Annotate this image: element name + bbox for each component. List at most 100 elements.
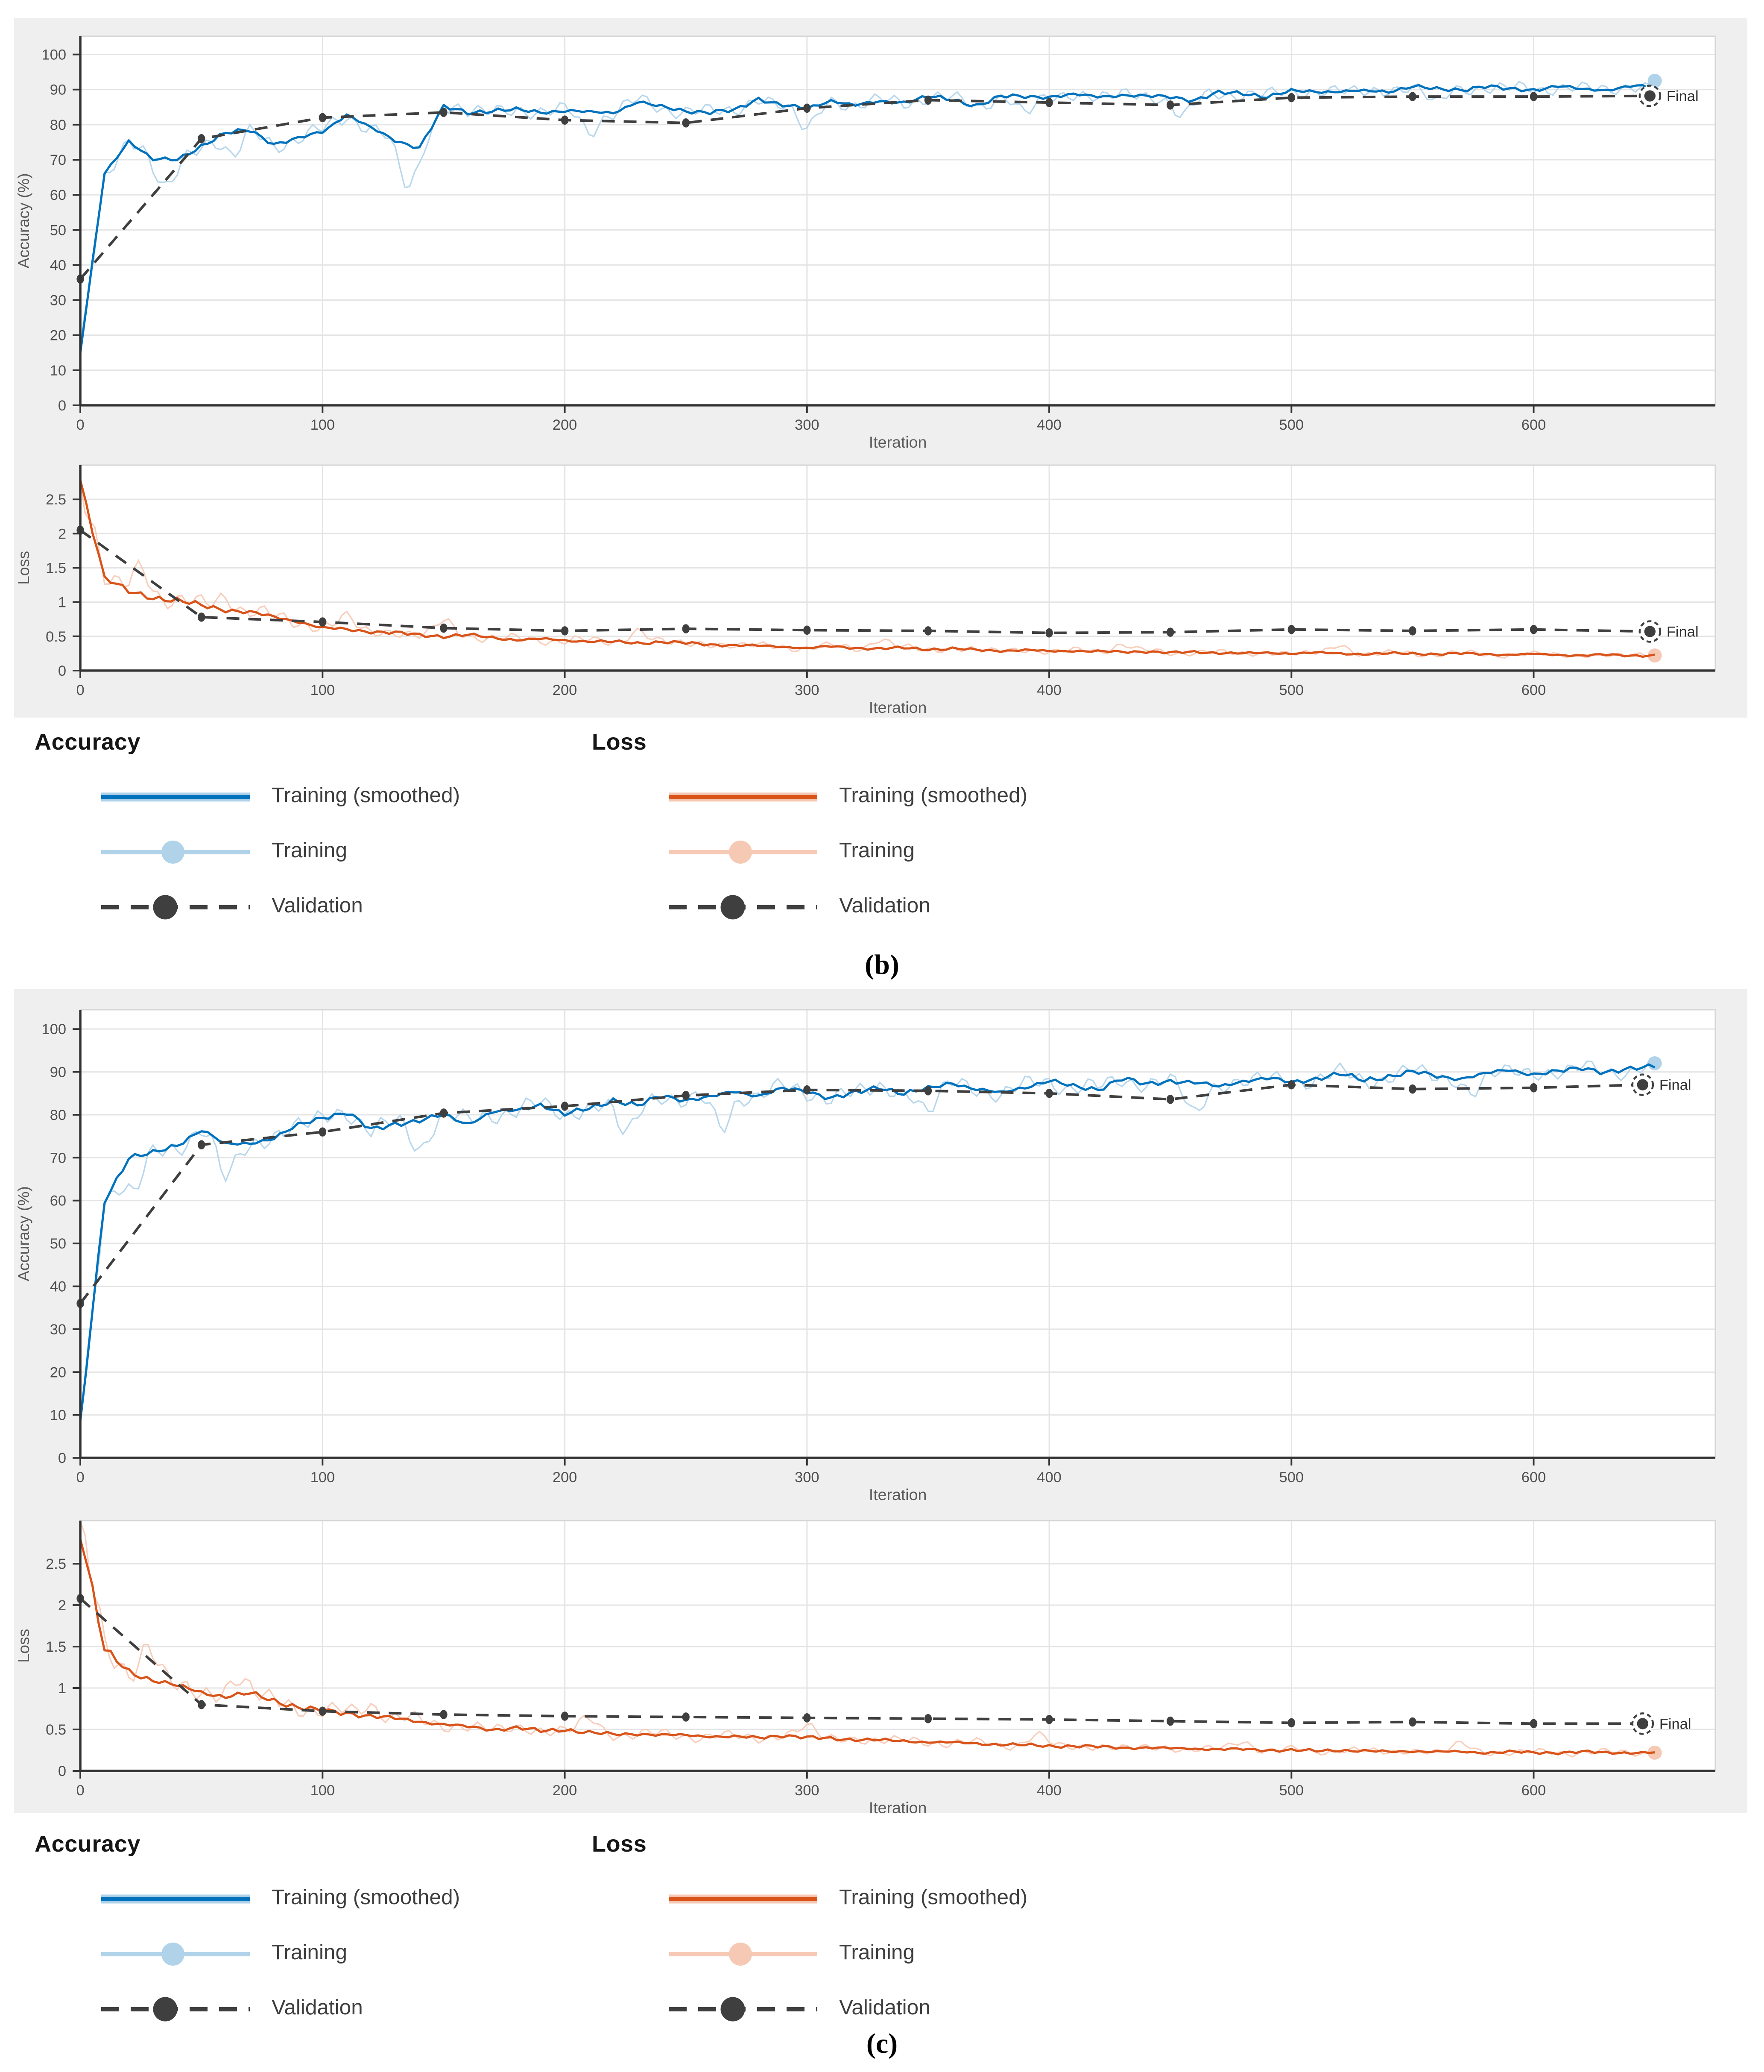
svg-text:1.5: 1.5 — [46, 1639, 66, 1655]
accuracy-plot-b: Final 0 100 200 300 400 500 600 0 10 20 30 40 50 60 70 8… — [15, 35, 1716, 451]
svg-text:300: 300 — [795, 1782, 819, 1799]
svg-text:20: 20 — [50, 328, 66, 344]
svg-text:300: 300 — [795, 417, 819, 433]
validation-line-icon — [669, 1996, 817, 2021]
svg-text:0.5: 0.5 — [46, 629, 66, 645]
legend-item-training-smoothed: Training (smoothed) — [35, 769, 460, 824]
svg-text:600: 600 — [1521, 417, 1546, 433]
svg-text:Accuracy (%): Accuracy (%) — [15, 1186, 32, 1281]
validation-line-icon — [101, 894, 250, 919]
svg-text:80: 80 — [50, 1107, 66, 1123]
svg-text:1.5: 1.5 — [46, 560, 66, 576]
legend-item-label: Training — [839, 1941, 915, 1964]
svg-text:100: 100 — [310, 417, 335, 433]
legend-item-training: Training — [592, 1926, 1027, 1981]
legend-item-validation: Validation — [592, 879, 1027, 934]
legend-accuracy-column: Accuracy Training (smoothed) Training Va… — [35, 729, 460, 934]
legend-item-label: Training (smoothed) — [272, 784, 460, 807]
legend-loss-column: Loss Training (smoothed) Training Valida… — [592, 729, 1027, 934]
svg-text:1: 1 — [58, 1680, 66, 1697]
svg-text:10: 10 — [50, 1407, 66, 1424]
legend-item-label: Training (smoothed) — [839, 784, 1028, 807]
svg-text:50: 50 — [50, 222, 66, 238]
legend-panel-b: Accuracy Training (smoothed) Training Va… — [0, 729, 1764, 934]
svg-text:0: 0 — [58, 1450, 66, 1466]
svg-text:500: 500 — [1279, 417, 1304, 433]
loss-plot-c: Final 0 100 200 300 400 500 600 0 0.5 1 1.5 2 2.5 Iter… — [15, 1520, 1716, 1817]
training-smoothed-line-icon — [101, 1894, 250, 1903]
svg-text:100: 100 — [310, 682, 335, 698]
svg-text:Iteration: Iteration — [869, 1486, 927, 1503]
svg-text:500: 500 — [1279, 1469, 1304, 1486]
svg-text:400: 400 — [1037, 1469, 1062, 1486]
svg-text:0: 0 — [58, 663, 66, 679]
legend-item-validation: Validation — [35, 879, 460, 934]
accuracy-plot-c: Final 0 100 200 300 400 500 600 0 10 20 30 40 50 60 70 8… — [15, 1009, 1716, 1503]
svg-text:80: 80 — [50, 117, 66, 133]
svg-text:Iteration: Iteration — [869, 433, 927, 451]
svg-text:Loss: Loss — [15, 1629, 32, 1662]
svg-text:0: 0 — [58, 398, 66, 414]
svg-text:Final: Final — [1659, 1077, 1691, 1093]
svg-text:200: 200 — [553, 682, 577, 698]
training-line-icon — [669, 1942, 817, 1965]
svg-text:200: 200 — [553, 1469, 577, 1486]
svg-text:Iteration: Iteration — [869, 1799, 927, 1817]
svg-text:600: 600 — [1521, 682, 1546, 698]
legend-panel-c: Accuracy Training (smoothed) Training Va… — [0, 1831, 1764, 2036]
training-line-icon — [101, 840, 250, 863]
svg-text:2.5: 2.5 — [46, 1556, 66, 1572]
legend-loss-title: Loss — [592, 1831, 647, 1857]
legend-item-training-smoothed: Training (smoothed) — [592, 1871, 1027, 1926]
svg-text:100: 100 — [42, 1021, 67, 1037]
svg-text:90: 90 — [50, 1064, 66, 1081]
svg-text:2.5: 2.5 — [46, 492, 66, 508]
svg-text:300: 300 — [795, 1469, 819, 1486]
svg-text:400: 400 — [1037, 1782, 1062, 1799]
legend-item-label: Training — [272, 839, 347, 862]
legend-accuracy-title: Accuracy — [35, 1831, 140, 1857]
svg-text:2: 2 — [58, 1597, 66, 1614]
legend-item-label: Validation — [839, 1996, 930, 2019]
legend-item-training: Training — [35, 1926, 460, 1981]
svg-text:400: 400 — [1037, 682, 1062, 698]
training-line-icon — [669, 840, 817, 863]
legend-item-training-smoothed: Training (smoothed) — [35, 1871, 460, 1926]
svg-text:Final: Final — [1667, 88, 1699, 105]
svg-text:100: 100 — [42, 47, 67, 63]
svg-text:0: 0 — [76, 1469, 85, 1486]
legend-loss-title: Loss — [592, 729, 647, 755]
legend-item-validation: Validation — [35, 1981, 460, 2036]
training-line-icon — [101, 1942, 250, 1965]
svg-text:20: 20 — [50, 1364, 66, 1380]
validation-line-icon — [669, 894, 817, 919]
loss-plot-b: Final 0 100 200 300 400 500 600 0 0.5 1 1.5 2 2.5 Iter… — [15, 464, 1716, 716]
legend-accuracy-column: Accuracy Training (smoothed) Training Va… — [35, 1831, 460, 2036]
svg-text:500: 500 — [1279, 682, 1304, 698]
svg-text:Iteration: Iteration — [869, 698, 927, 716]
svg-text:100: 100 — [310, 1469, 335, 1486]
validation-line-icon — [101, 1996, 250, 2021]
svg-text:70: 70 — [50, 1150, 66, 1166]
svg-text:Final: Final — [1659, 1716, 1691, 1732]
panel-c-caption: (c) — [866, 2027, 898, 2059]
svg-text:50: 50 — [50, 1236, 66, 1252]
training-smoothed-line-icon — [101, 792, 250, 801]
training-smoothed-line-icon — [669, 792, 817, 801]
svg-text:70: 70 — [50, 152, 66, 168]
svg-text:60: 60 — [50, 187, 66, 203]
training-smoothed-line-icon — [669, 1894, 817, 1903]
svg-text:40: 40 — [50, 257, 66, 273]
svg-text:30: 30 — [50, 293, 66, 309]
legend-loss-column: Loss Training (smoothed) Training Valida… — [592, 1831, 1027, 2036]
svg-text:Loss: Loss — [15, 551, 32, 585]
legend-item-training: Training — [592, 824, 1027, 879]
svg-text:60: 60 — [50, 1193, 66, 1209]
legend-item-training-smoothed: Training (smoothed) — [592, 769, 1027, 824]
svg-text:500: 500 — [1279, 1782, 1304, 1799]
legend-item-label: Training (smoothed) — [272, 1886, 460, 1909]
legend-accuracy-title: Accuracy — [35, 729, 140, 755]
svg-text:200: 200 — [553, 1782, 577, 1799]
panel-b-caption: (b) — [865, 948, 899, 980]
svg-text:1: 1 — [58, 595, 66, 611]
